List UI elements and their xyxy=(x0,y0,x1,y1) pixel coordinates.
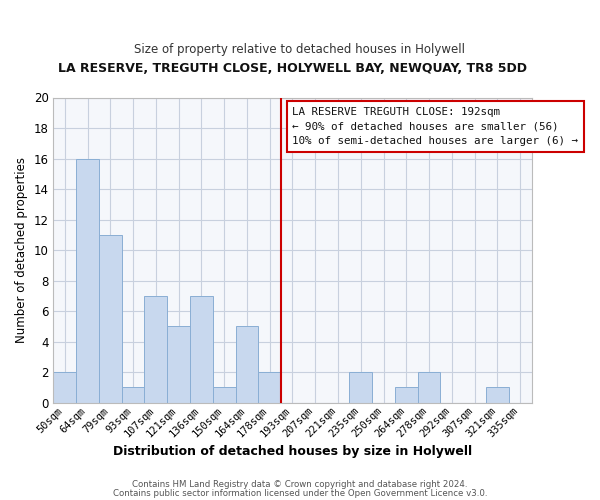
Bar xyxy=(76,158,99,402)
Bar xyxy=(213,388,236,402)
Bar xyxy=(145,296,167,403)
X-axis label: Distribution of detached houses by size in Holywell: Distribution of detached houses by size … xyxy=(113,444,472,458)
Bar xyxy=(167,326,190,402)
Text: Contains HM Land Registry data © Crown copyright and database right 2024.: Contains HM Land Registry data © Crown c… xyxy=(132,480,468,489)
Bar xyxy=(395,388,418,402)
Bar xyxy=(190,296,213,403)
Y-axis label: Number of detached properties: Number of detached properties xyxy=(15,157,28,343)
Bar xyxy=(122,388,145,402)
Text: Size of property relative to detached houses in Holywell: Size of property relative to detached ho… xyxy=(134,42,466,56)
Bar xyxy=(349,372,372,402)
Bar xyxy=(53,372,76,402)
Title: LA RESERVE, TREGUTH CLOSE, HOLYWELL BAY, NEWQUAY, TR8 5DD: LA RESERVE, TREGUTH CLOSE, HOLYWELL BAY,… xyxy=(58,62,527,76)
Text: Contains public sector information licensed under the Open Government Licence v3: Contains public sector information licen… xyxy=(113,488,487,498)
Bar xyxy=(236,326,259,402)
Bar xyxy=(99,235,122,402)
Bar xyxy=(486,388,509,402)
Text: LA RESERVE TREGUTH CLOSE: 192sqm
← 90% of detached houses are smaller (56)
10% o: LA RESERVE TREGUTH CLOSE: 192sqm ← 90% o… xyxy=(292,106,578,146)
Bar xyxy=(418,372,440,402)
Bar xyxy=(259,372,281,402)
